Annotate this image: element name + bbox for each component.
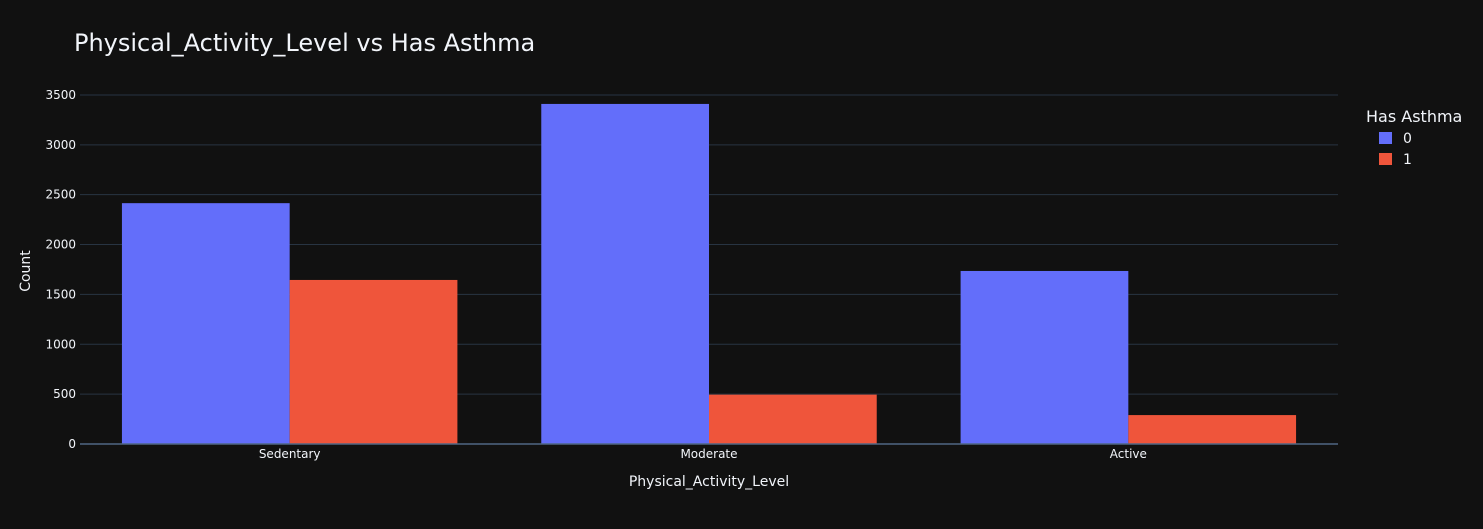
legend-swatch <box>1379 153 1392 165</box>
legend-title: Has Asthma <box>1366 107 1462 126</box>
legend-label: 0 <box>1403 131 1412 147</box>
axes: 0 500 1000 1500 2000 2500 3000 3500 Sedentary Mod… <box>45 88 1338 461</box>
legend: Has Asthma 0 1 <box>1366 107 1462 168</box>
legend-label: 1 <box>1403 152 1412 168</box>
chart-title: Physical_Activity_Level vs Has Asthma <box>74 29 535 57</box>
y-tick-label: 2000 <box>45 238 76 252</box>
bars <box>121 103 1297 444</box>
bar-moderate-series-0 <box>541 103 709 444</box>
x-tick-label: Moderate <box>680 447 737 461</box>
bar-active-series-1 <box>1128 415 1297 444</box>
y-tick-label: 1000 <box>45 337 76 351</box>
y-tick-label: 3000 <box>45 138 76 152</box>
y-tick-label: 2500 <box>45 188 76 202</box>
x-tick-label: Active <box>1110 447 1147 461</box>
bar-sedentary-series-0 <box>121 203 290 444</box>
y-tick-label: 3500 <box>45 88 76 102</box>
x-tick-label: Sedentary <box>259 447 321 461</box>
bar-sedentary-series-1 <box>289 279 458 444</box>
y-axis-title: Count <box>18 250 34 292</box>
x-axis-title: Physical_Activity_Level <box>629 474 789 490</box>
y-tick-label: 1500 <box>45 287 76 301</box>
legend-swatch <box>1379 132 1392 144</box>
bar-active-series-0 <box>960 270 1129 444</box>
bar-moderate-series-1 <box>709 394 877 444</box>
y-tick-label: 500 <box>53 387 76 401</box>
y-tick-label: 0 <box>68 437 76 451</box>
